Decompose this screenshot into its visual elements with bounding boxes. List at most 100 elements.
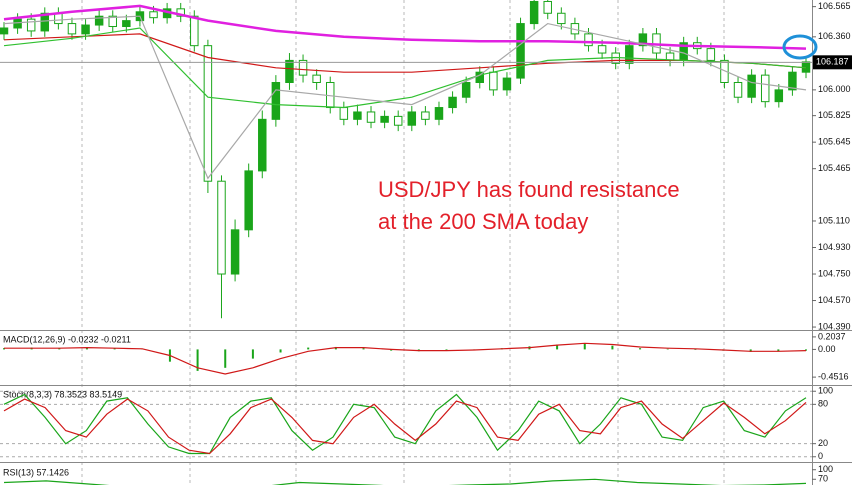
candle-body xyxy=(461,82,471,98)
candle-body xyxy=(190,15,199,47)
candle-body xyxy=(298,59,308,76)
candle-body xyxy=(774,89,784,103)
y-tick-label: 105.645 xyxy=(818,137,851,147)
candle-body xyxy=(122,20,131,28)
annotation: at the 200 SMA today xyxy=(378,209,588,234)
line xyxy=(4,342,807,375)
candle-body xyxy=(285,59,294,84)
candle-body xyxy=(271,82,281,120)
y-tick-label: 105.110 xyxy=(818,215,850,225)
line xyxy=(3,27,807,109)
line xyxy=(3,398,807,455)
candle-body xyxy=(448,96,457,109)
candle-body xyxy=(40,12,50,32)
candle-body xyxy=(529,0,539,25)
line xyxy=(3,4,807,50)
histogram-bar xyxy=(777,349,780,352)
candle-body xyxy=(108,15,117,28)
candle-body xyxy=(393,115,403,126)
y-tick-label: 104.570 xyxy=(818,295,851,305)
histogram-bar xyxy=(694,349,697,350)
indicator-title: Stoch(8,3,3) 78.3523 83.5149 xyxy=(3,389,122,399)
candle-body xyxy=(353,111,362,120)
y-tick-label: 104.930 xyxy=(818,242,851,252)
candle-body xyxy=(230,229,240,275)
panel xyxy=(0,0,811,319)
candle-body xyxy=(434,107,444,120)
y-tick-label: 0.00 xyxy=(818,344,836,354)
histogram-bar xyxy=(556,344,559,350)
y-tick-label: 0 xyxy=(818,451,823,461)
candle-body xyxy=(203,45,213,182)
candle-body xyxy=(67,23,77,35)
y-tick-label: 20 xyxy=(818,438,828,448)
price-label-box xyxy=(813,55,852,70)
line xyxy=(3,478,807,485)
histogram-bar xyxy=(749,349,752,352)
indicator-title: RSI(13) 57.1426 xyxy=(3,467,69,477)
candle-body xyxy=(26,18,36,32)
candle-body xyxy=(543,0,552,14)
candle-body xyxy=(502,77,512,91)
candle-body xyxy=(217,180,226,275)
candle-body xyxy=(747,74,756,98)
panel xyxy=(3,342,807,375)
candle-body xyxy=(421,111,430,120)
y-tick-label: -0.4516 xyxy=(818,371,849,381)
candle-body xyxy=(638,33,648,47)
histogram-bar xyxy=(85,347,88,350)
histogram-bar xyxy=(583,343,586,350)
histogram-bar xyxy=(279,349,282,353)
candle-body xyxy=(81,24,90,35)
y-tick-label: 105.465 xyxy=(818,163,851,173)
candle-body xyxy=(720,59,729,84)
y-tick-label: 104.750 xyxy=(818,268,851,278)
candle-body xyxy=(312,74,321,83)
line xyxy=(3,393,807,455)
y-tick-label: 100 xyxy=(818,464,833,474)
histogram-bar xyxy=(196,349,199,371)
histogram-bar xyxy=(639,348,642,350)
candle-body xyxy=(94,15,104,26)
candle-body xyxy=(244,170,253,231)
histogram-bar xyxy=(390,349,393,351)
y-tick-label: 106.000 xyxy=(818,84,851,94)
candle-body xyxy=(489,71,498,91)
y-tick-label: 105.825 xyxy=(818,110,851,120)
candle-body xyxy=(149,11,158,19)
panel xyxy=(3,478,807,485)
line xyxy=(3,15,807,180)
y-tick-label: 106.565 xyxy=(818,1,851,11)
candle-body xyxy=(625,45,634,64)
candle-body xyxy=(557,12,566,25)
y-tick-label: 106.360 xyxy=(818,31,851,41)
histogram-bar xyxy=(251,349,254,359)
candle-body xyxy=(584,33,593,47)
candle-body xyxy=(366,111,376,123)
histogram-bar xyxy=(307,347,310,350)
annotation: USD/JPY has found resistance xyxy=(378,177,680,202)
y-tick-label: 0.2037 xyxy=(818,331,846,341)
histogram-bar xyxy=(224,349,227,368)
y-tick-label: 70 xyxy=(818,474,828,484)
candle-body xyxy=(339,107,349,120)
y-tick-label: 104.390 xyxy=(818,321,851,331)
candle-body xyxy=(733,82,743,98)
candle-body xyxy=(0,27,9,35)
highlight-circle xyxy=(782,34,818,60)
candle-body xyxy=(516,23,525,79)
histogram-bar xyxy=(805,349,807,351)
candle-body xyxy=(13,18,22,29)
candle-body xyxy=(380,115,389,123)
histogram-bar xyxy=(362,348,365,350)
candle-body xyxy=(597,45,607,54)
indicator-title: MACD(12,26,9) -0.0232 -0.0211 xyxy=(3,334,131,344)
candle-body xyxy=(176,8,185,17)
y-tick-label: 100 xyxy=(818,386,833,396)
price-label: 106.187 xyxy=(816,57,849,67)
y-tick-label: 80 xyxy=(818,399,828,409)
candle-body xyxy=(788,71,797,91)
histogram-bar xyxy=(666,348,669,350)
